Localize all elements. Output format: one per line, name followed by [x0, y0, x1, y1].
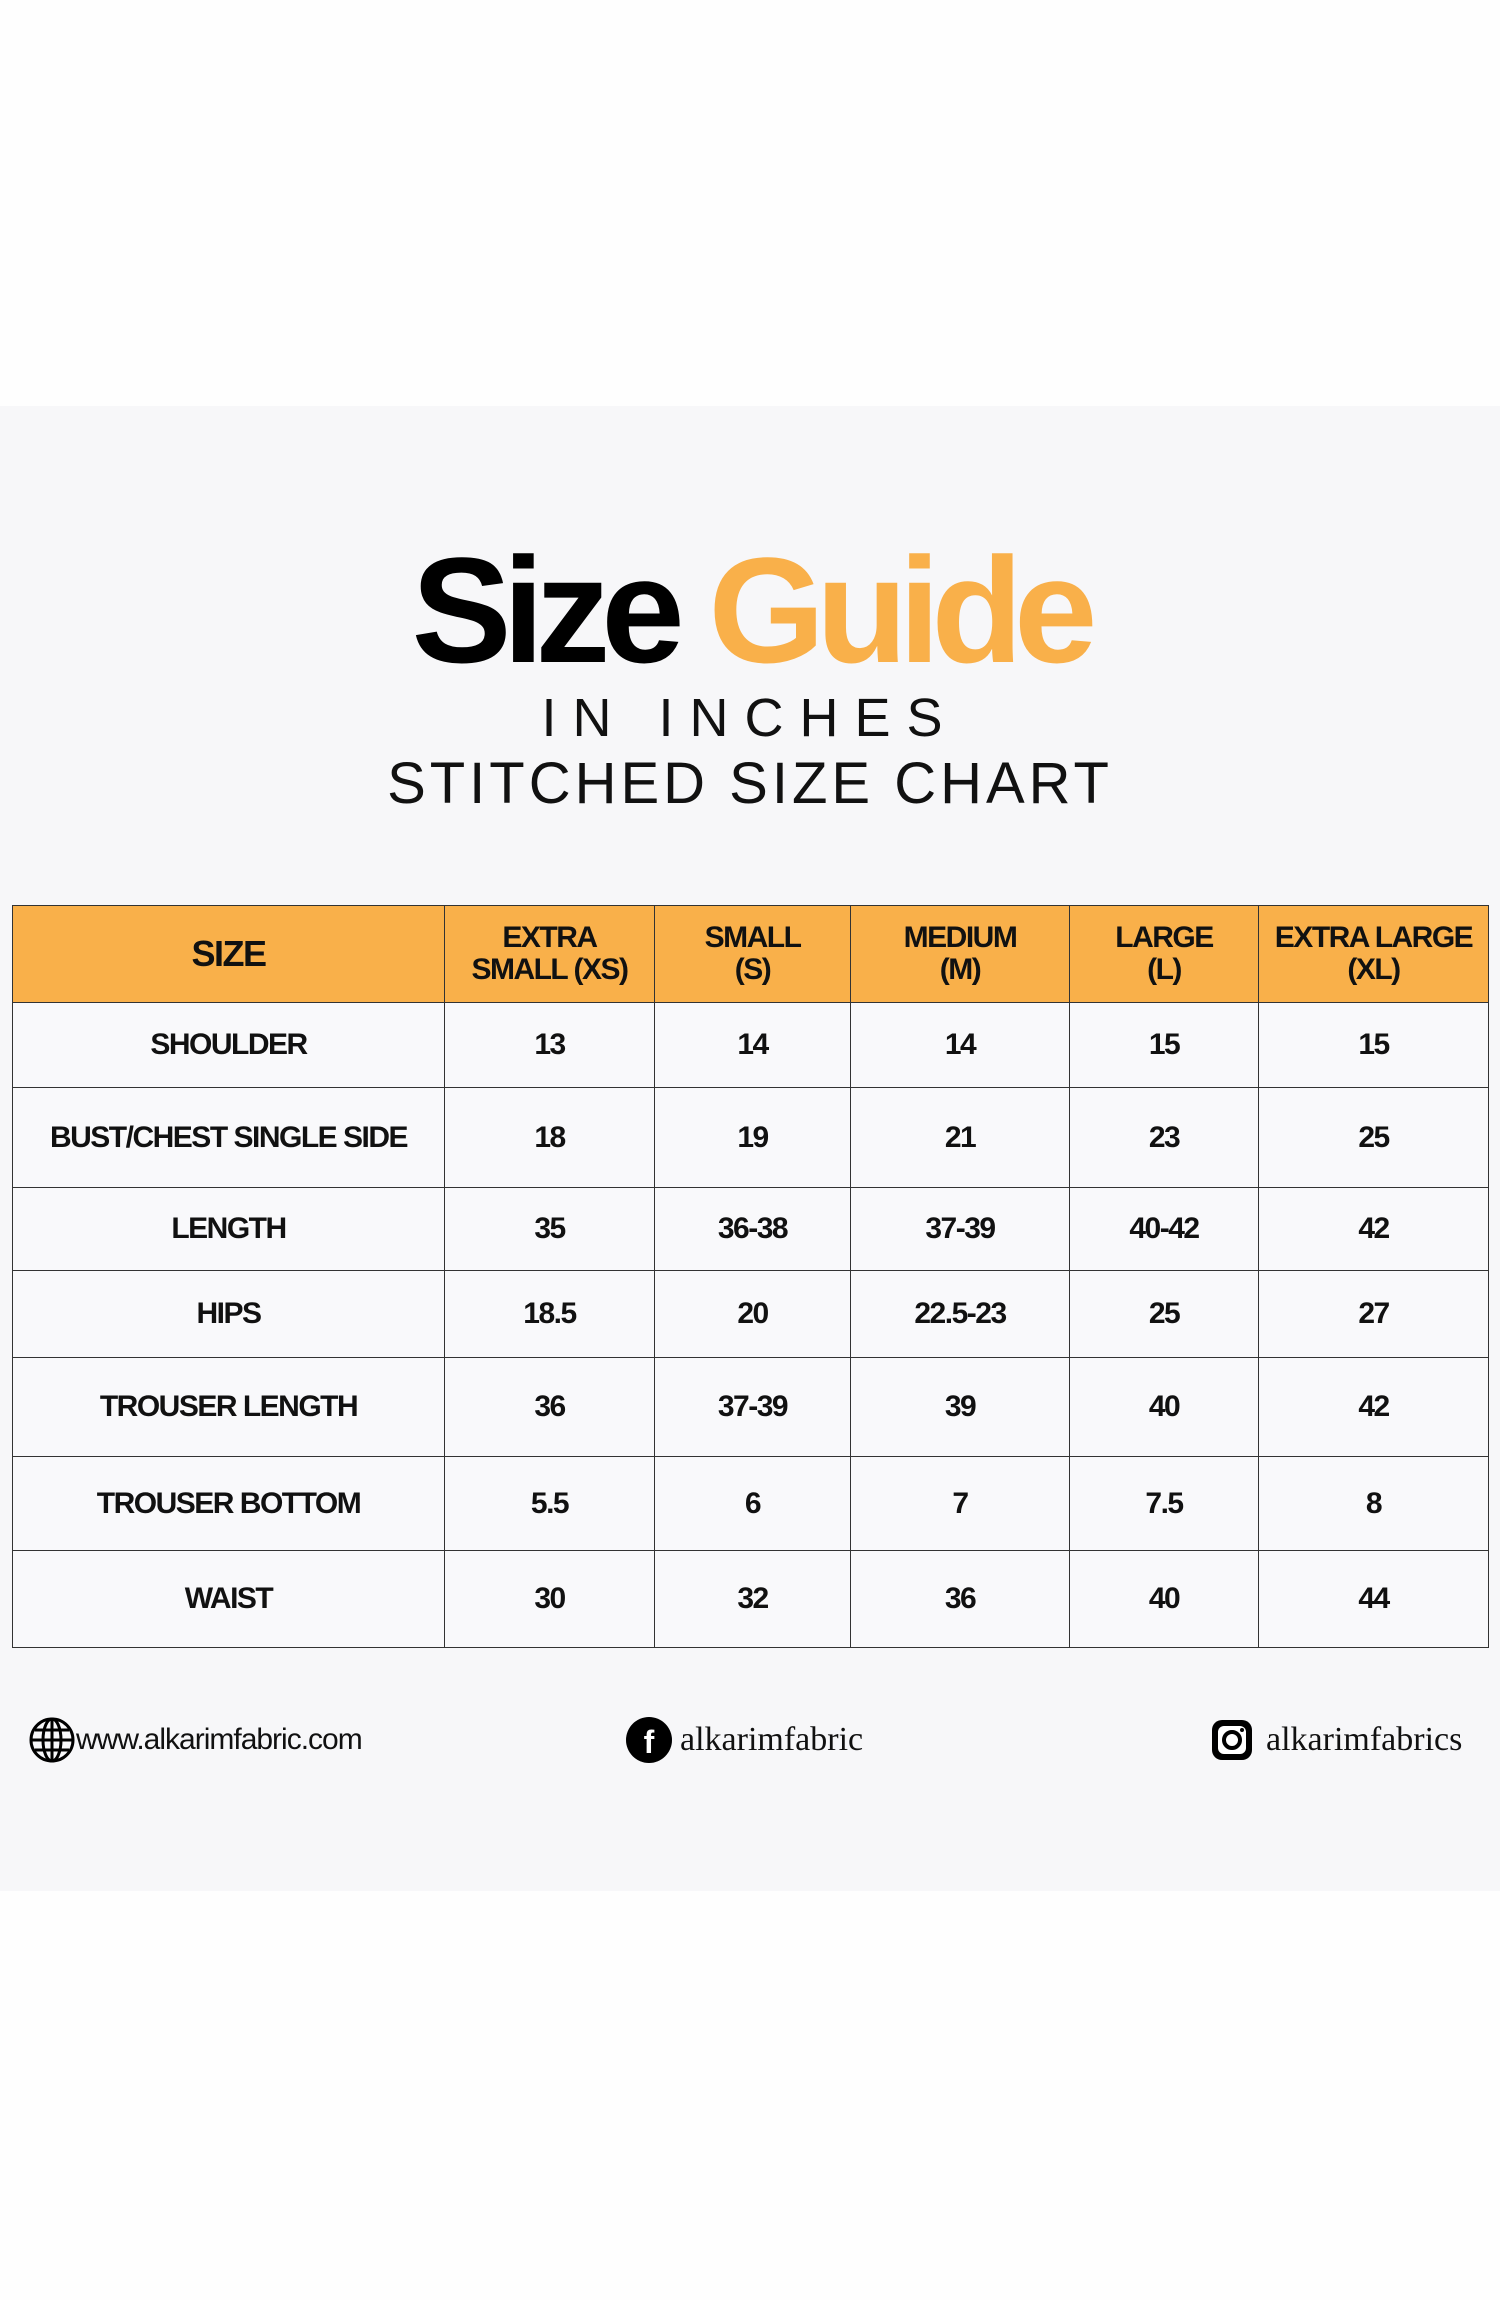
measurement-label: WAIST: [12, 1550, 445, 1648]
table-row: TROUSER LENGTH 36 37-39 39 40 42: [12, 1357, 1489, 1457]
column-header: EXTRA SMALL (XS): [444, 905, 655, 1003]
measurement-value: 6: [654, 1456, 851, 1551]
measurement-value: 35: [444, 1187, 655, 1271]
measurement-label: TROUSER LENGTH: [12, 1357, 445, 1457]
table-row: HIPS 18.5 20 22.5-23 25 27: [12, 1270, 1489, 1358]
measurement-value: 18.5: [444, 1270, 655, 1358]
measurement-value: 15: [1258, 1002, 1489, 1088]
measurement-value: 36: [444, 1357, 655, 1457]
measurement-value: 40: [1069, 1357, 1259, 1457]
measurement-value: 21: [850, 1087, 1070, 1188]
instagram-link[interactable]: alkarimfabrics: [1210, 1712, 1462, 1768]
measurement-value: 19: [654, 1087, 851, 1188]
measurement-value: 37-39: [850, 1187, 1070, 1271]
measurement-label: TROUSER BOTTOM: [12, 1456, 445, 1551]
page-title: Size Guide: [411, 526, 1098, 694]
measurement-value: 8: [1258, 1456, 1489, 1551]
measurement-value: 42: [1258, 1357, 1489, 1457]
measurement-label: HIPS: [12, 1270, 445, 1358]
column-header: LARGE (L): [1069, 905, 1259, 1003]
measurement-value: 14: [654, 1002, 851, 1088]
measurement-value: 14: [850, 1002, 1070, 1088]
measurement-label: BUST/CHEST SINGLE SIDE: [12, 1087, 445, 1188]
measurement-value: 36: [850, 1550, 1070, 1648]
chart-subtitle: STITCHED SIZE CHART: [387, 751, 1113, 816]
instagram-icon: [1212, 1720, 1252, 1760]
measurement-value: 40: [1069, 1550, 1259, 1648]
measurement-value: 20: [654, 1270, 851, 1358]
size-table: SIZE EXTRA SMALL (XS) SMALL (S) MEDIUM (M) LARG…: [12, 905, 1489, 1648]
facebook-link[interactable]: f alkarimfabric: [626, 1712, 863, 1768]
table-row: SHOULDER 13 14 14 15 15: [12, 1002, 1489, 1088]
measurement-value: 18: [444, 1087, 655, 1188]
table-row: TROUSER BOTTOM 5.5 6 7 7.5 8: [12, 1456, 1489, 1551]
column-header: SMALL (S): [654, 905, 851, 1003]
measurement-value: 36-38: [654, 1187, 851, 1271]
table-row: BUST/CHEST SINGLE SIDE 18 19 21 23 25: [12, 1087, 1489, 1188]
measurement-value: 15: [1069, 1002, 1259, 1088]
measurement-value: 23: [1069, 1087, 1259, 1188]
measurement-value: 40-42: [1069, 1187, 1259, 1271]
measurement-value: 25: [1258, 1087, 1489, 1188]
measurement-value: 25: [1069, 1270, 1259, 1358]
measurement-value: 27: [1258, 1270, 1489, 1358]
measurement-value: 39: [850, 1357, 1070, 1457]
measurement-value: 22.5-23: [850, 1270, 1070, 1358]
measurement-label: SHOULDER: [12, 1002, 445, 1088]
measurement-value: 7: [850, 1456, 1070, 1551]
globe-icon: [29, 1717, 75, 1763]
measurement-value: 44: [1258, 1550, 1489, 1648]
svg-text:f: f: [644, 1724, 655, 1760]
website-link[interactable]: www.alkarimfabric.com: [28, 1712, 363, 1768]
measurement-value: 7.5: [1069, 1456, 1259, 1551]
measurement-label: LENGTH: [12, 1187, 445, 1271]
column-header: MEDIUM (M): [850, 905, 1070, 1003]
measurement-value: 42: [1258, 1187, 1489, 1271]
facebook-icon: f: [626, 1717, 672, 1763]
measurement-value: 30: [444, 1550, 655, 1648]
measurement-value: 37-39: [654, 1357, 851, 1457]
table-row: LENGTH 35 36-38 37-39 40-42 42: [12, 1187, 1489, 1271]
table-row: WAIST 30 32 36 40 44: [12, 1550, 1489, 1648]
measurement-value: 13: [444, 1002, 655, 1088]
units-subtitle: IN INCHES: [541, 688, 959, 748]
measurement-value: 32: [654, 1550, 851, 1648]
measurement-value: 5.5: [444, 1456, 655, 1551]
column-header: EXTRA LARGE (XL): [1258, 905, 1489, 1003]
table-header-row: SIZE EXTRA SMALL (XS) SMALL (S) MEDIUM (M) LARG…: [12, 905, 1489, 1003]
column-header: SIZE: [12, 905, 445, 1003]
